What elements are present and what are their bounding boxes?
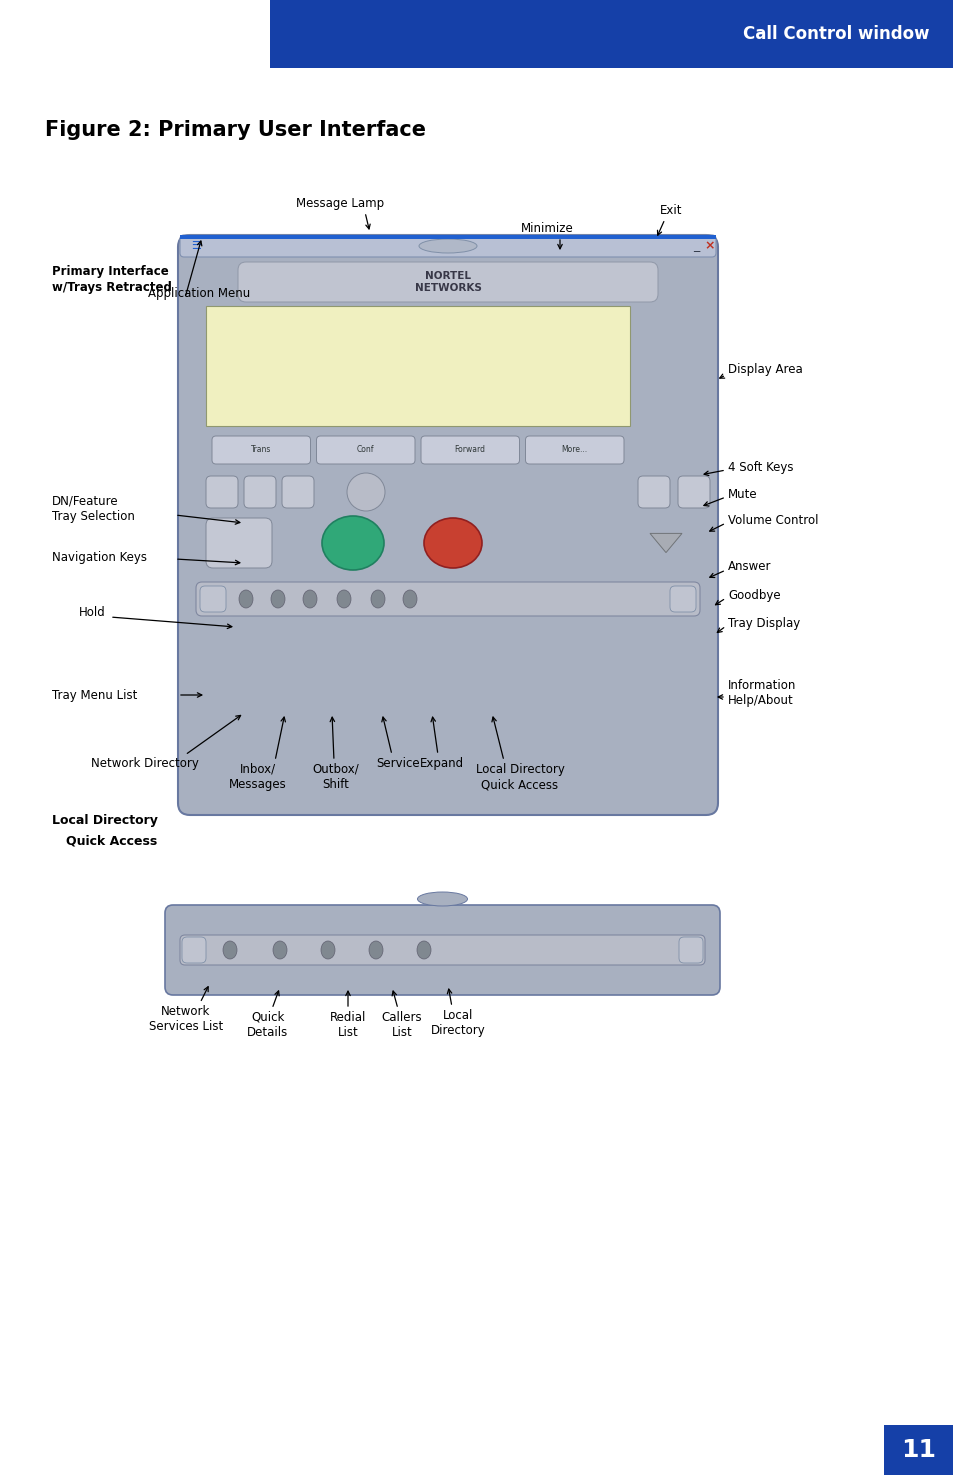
FancyBboxPatch shape [200,586,226,612]
Text: Information
Help/About: Information Help/About [727,678,796,707]
Bar [270,0,953,68]
FancyBboxPatch shape [669,586,696,612]
Text: Redial
List: Redial List [330,1010,366,1038]
Text: Network
Services List: Network Services List [149,1004,223,1032]
Ellipse shape [336,590,351,608]
Bar [883,1425,953,1475]
Text: Local
Directory: Local Directory [430,1009,485,1037]
FancyBboxPatch shape [420,437,519,465]
Text: Call Control window: Call Control window [742,25,929,43]
FancyBboxPatch shape [165,906,720,996]
FancyBboxPatch shape [182,937,206,963]
Ellipse shape [303,590,316,608]
Text: Message Lamp: Message Lamp [295,198,384,209]
FancyBboxPatch shape [678,476,709,507]
Ellipse shape [417,892,467,906]
Ellipse shape [371,590,385,608]
Text: Primary Interface
w/Trays Retracted: Primary Interface w/Trays Retracted [52,266,172,294]
Text: NORTEL
NETWORKS: NORTEL NETWORKS [415,271,481,294]
Ellipse shape [402,590,416,608]
FancyBboxPatch shape [180,935,704,965]
FancyBboxPatch shape [316,437,415,465]
Text: Goodbye: Goodbye [727,589,780,602]
Text: Figure 2: Primary User Interface: Figure 2: Primary User Interface [45,119,426,140]
Text: Callers
List: Callers List [381,1010,422,1038]
Text: ×: × [704,239,715,252]
FancyBboxPatch shape [195,583,700,617]
Text: Conf: Conf [356,445,375,454]
Ellipse shape [418,239,476,254]
FancyBboxPatch shape [206,518,272,568]
Polygon shape [649,534,681,553]
Text: ☰: ☰ [191,240,201,251]
Text: Application Menu: Application Menu [148,288,250,299]
FancyBboxPatch shape [244,476,275,507]
Text: Exit: Exit [659,204,681,217]
Ellipse shape [322,516,384,569]
FancyBboxPatch shape [212,437,310,465]
FancyBboxPatch shape [525,437,623,465]
Ellipse shape [369,941,382,959]
Text: Hold: Hold [79,606,106,619]
Text: Local Directory: Local Directory [52,814,157,827]
Bar [206,305,629,426]
Text: Quick Access: Quick Access [66,833,157,847]
Text: Quick
Details: Quick Details [247,1010,289,1038]
Ellipse shape [416,941,431,959]
Text: Mute: Mute [727,488,757,502]
Text: DN/Feature
Tray Selection: DN/Feature Tray Selection [52,496,134,524]
Bar [180,235,716,239]
Text: Forward: Forward [455,445,485,454]
Text: Volume Control: Volume Control [727,513,818,527]
Text: Outbox/
Shift: Outbox/ Shift [313,763,359,791]
FancyBboxPatch shape [282,476,314,507]
Text: Minimize: Minimize [520,223,573,235]
Ellipse shape [239,590,253,608]
FancyBboxPatch shape [178,235,718,816]
FancyBboxPatch shape [237,263,658,302]
Text: More...: More... [561,445,587,454]
Text: 11: 11 [901,1438,936,1462]
Text: Service: Service [375,757,419,770]
Text: Expand: Expand [419,757,463,770]
FancyBboxPatch shape [180,235,716,257]
Ellipse shape [347,473,385,510]
Text: Inbox/
Messages: Inbox/ Messages [229,763,287,791]
Text: Network Directory: Network Directory [91,757,199,770]
FancyBboxPatch shape [679,937,702,963]
Ellipse shape [320,941,335,959]
Text: Display Area: Display Area [727,363,801,376]
Ellipse shape [423,518,481,568]
Text: Trans: Trans [251,445,272,454]
Text: Answer: Answer [727,560,771,574]
Text: 4 Soft Keys: 4 Soft Keys [727,460,793,473]
Text: Tray Menu List: Tray Menu List [52,689,137,702]
FancyBboxPatch shape [638,476,669,507]
Ellipse shape [273,941,287,959]
Text: Local Directory
Quick Access: Local Directory Quick Access [475,763,564,791]
Text: Navigation Keys: Navigation Keys [52,550,147,563]
Text: _: _ [692,239,699,252]
Text: Tray Display: Tray Display [727,617,800,630]
Ellipse shape [223,941,236,959]
Ellipse shape [271,590,285,608]
FancyBboxPatch shape [206,476,237,507]
